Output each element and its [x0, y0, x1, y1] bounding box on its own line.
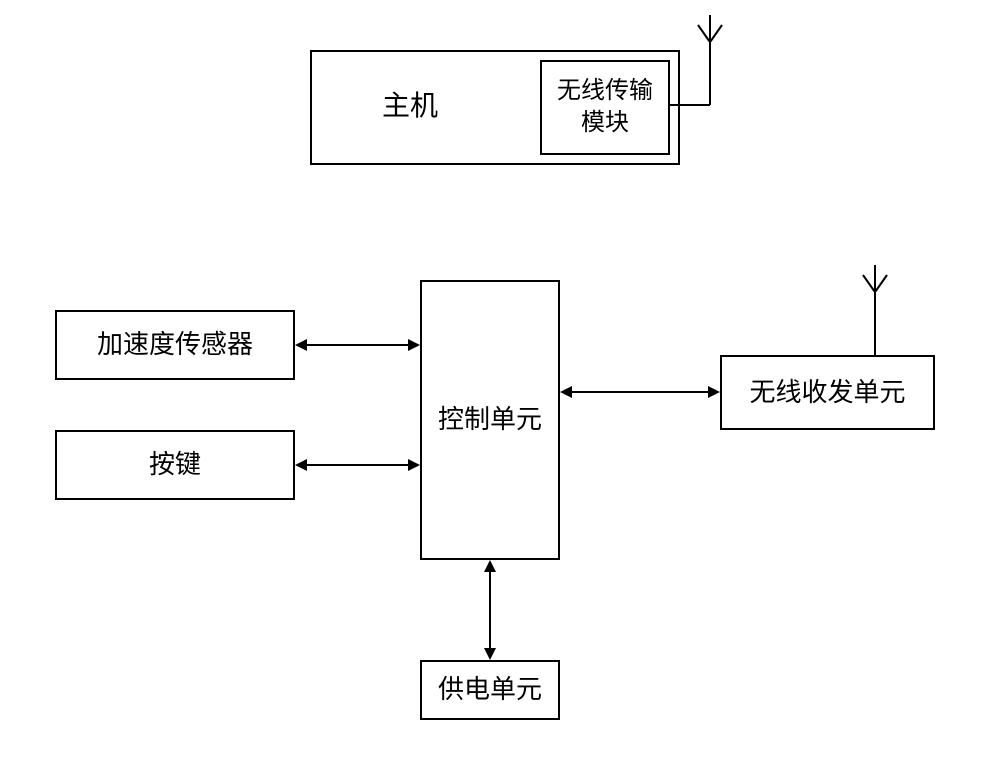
accel-sensor-label: 加速度传感器	[97, 328, 253, 362]
control-unit-label: 控制单元	[438, 403, 542, 437]
wireless-module-label: 无线传输 模块	[557, 76, 653, 138]
host-label: 主机	[382, 89, 438, 125]
wireless-transceiver-label: 无线收发单元	[749, 376, 905, 410]
control-unit-box: 控制单元	[420, 280, 560, 560]
power-unit-label: 供电单元	[438, 673, 542, 707]
wireless-module-box: 无线传输 模块	[540, 60, 670, 155]
button-box: 按键	[55, 430, 295, 500]
power-unit-box: 供电单元	[420, 660, 560, 720]
wireless-transceiver-box: 无线收发单元	[720, 355, 935, 430]
button-label: 按键	[149, 448, 201, 482]
accel-sensor-box: 加速度传感器	[55, 310, 295, 380]
